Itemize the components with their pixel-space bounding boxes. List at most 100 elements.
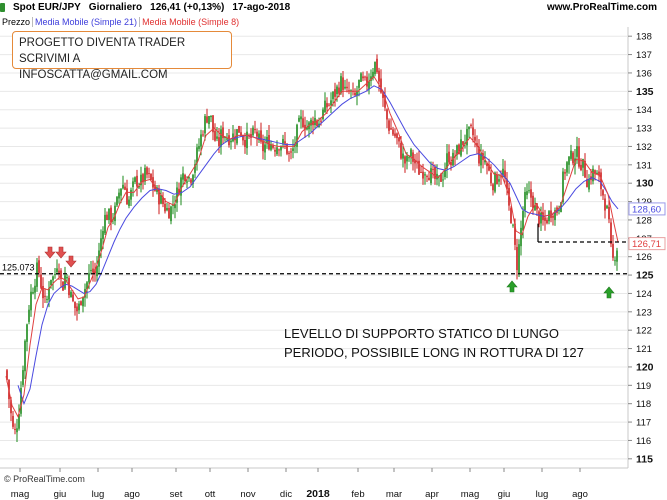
candle-body	[24, 340, 26, 372]
candle-body	[426, 176, 428, 178]
candle-body	[346, 86, 348, 89]
candle-body	[126, 188, 128, 205]
candle-body	[306, 127, 308, 130]
x-tick-label: giu	[498, 489, 511, 500]
candle-body	[260, 130, 262, 142]
candle-body	[616, 250, 618, 262]
candle-body	[68, 277, 70, 296]
y-tick-label: 132	[636, 142, 652, 153]
candle-body	[142, 174, 144, 183]
x-tick-label: lug	[92, 489, 105, 500]
price-tag-box	[628, 237, 666, 251]
candle-body	[76, 306, 78, 312]
candle-body	[370, 76, 372, 81]
x-tick-label: ott	[205, 489, 216, 500]
candle-body	[148, 173, 150, 175]
candle-body	[460, 139, 462, 156]
candle-body	[154, 185, 156, 191]
candle-body	[80, 301, 82, 306]
grid	[0, 35, 628, 460]
candle-body	[400, 142, 402, 159]
symbol-label[interactable]: Spot EUR/JPY	[13, 2, 81, 13]
candle-body	[442, 179, 444, 181]
legend-price[interactable]: Prezzo	[0, 16, 34, 27]
candle-body	[6, 370, 8, 380]
candle-body	[286, 143, 288, 154]
candle-body	[414, 159, 416, 164]
candle-body	[338, 87, 340, 94]
candle-body	[564, 172, 566, 174]
candle-body	[58, 270, 60, 273]
price-tag-label: 128,60	[632, 204, 661, 215]
period-label[interactable]: Giornaliero	[88, 2, 143, 13]
candle-body	[530, 189, 532, 198]
x-tick-label: mag	[11, 489, 29, 500]
candle-body	[320, 120, 322, 122]
candle-body	[360, 73, 362, 82]
candle-body	[136, 175, 138, 187]
x-tick-label: feb	[351, 489, 364, 500]
candle-body	[468, 126, 470, 130]
candle-body	[552, 215, 554, 218]
candle-body	[226, 138, 228, 140]
up-arrow-icon	[603, 286, 615, 299]
y-tick-label: 119	[636, 381, 651, 392]
candle-body	[172, 204, 174, 206]
candle-body	[204, 116, 206, 134]
candle-body	[392, 129, 394, 135]
candle-body	[478, 147, 480, 164]
candle-body	[532, 195, 534, 209]
candle-body	[300, 116, 302, 120]
y-tick-label: 130	[636, 178, 654, 190]
candle-body	[52, 276, 54, 281]
candle-body	[516, 246, 518, 271]
candle-body	[242, 135, 244, 141]
candle-body	[244, 139, 246, 147]
candle-body	[90, 269, 92, 271]
candle-body	[108, 208, 110, 220]
candle-body	[608, 206, 610, 220]
candle-body	[388, 120, 390, 131]
candle-body	[162, 197, 164, 205]
price-labels: 128,60 126,71	[628, 202, 666, 251]
header-left: Spot EUR/JPY Giornaliero 126,41 (+0,13%)…	[0, 2, 298, 13]
candle-body	[582, 158, 584, 168]
legend-sma8[interactable]: Media Mobile (Simple 8)	[142, 16, 240, 27]
candle-body	[538, 211, 540, 225]
down-arrow-icon	[65, 255, 77, 268]
candle-body	[38, 260, 40, 273]
candle-body	[216, 136, 218, 139]
candle-body	[202, 134, 204, 136]
candle-body	[570, 150, 572, 159]
candle-body	[528, 190, 530, 192]
candle-body	[394, 133, 396, 137]
candle-body	[566, 162, 568, 173]
candle-body	[184, 174, 186, 182]
candle-body	[280, 146, 282, 151]
candle-body	[546, 219, 548, 224]
candle-body	[342, 77, 344, 90]
candle-body	[252, 127, 254, 136]
candle-body	[18, 414, 20, 429]
candle-body	[22, 370, 24, 385]
candle-body	[206, 116, 208, 123]
candle-body	[334, 89, 336, 97]
candle-body	[534, 204, 536, 211]
candle-body	[224, 137, 226, 139]
candle-body	[480, 153, 482, 166]
legend-sma21[interactable]: Media Mobile (Simple 21)	[33, 16, 141, 27]
candle-body	[420, 172, 422, 174]
candle-body	[368, 81, 370, 90]
y-axis: 1151161171181191201211221231241251261271…	[628, 32, 654, 465]
candle-body	[508, 187, 510, 206]
candle-body	[256, 131, 258, 137]
candle-body	[116, 196, 118, 206]
candle-body	[56, 268, 58, 273]
candle-body	[32, 292, 34, 294]
candle-body	[504, 170, 506, 178]
candle-body	[348, 90, 350, 92]
candle-body	[540, 212, 542, 224]
candle-body	[424, 174, 426, 176]
x-tick-label: 2018	[306, 488, 330, 500]
